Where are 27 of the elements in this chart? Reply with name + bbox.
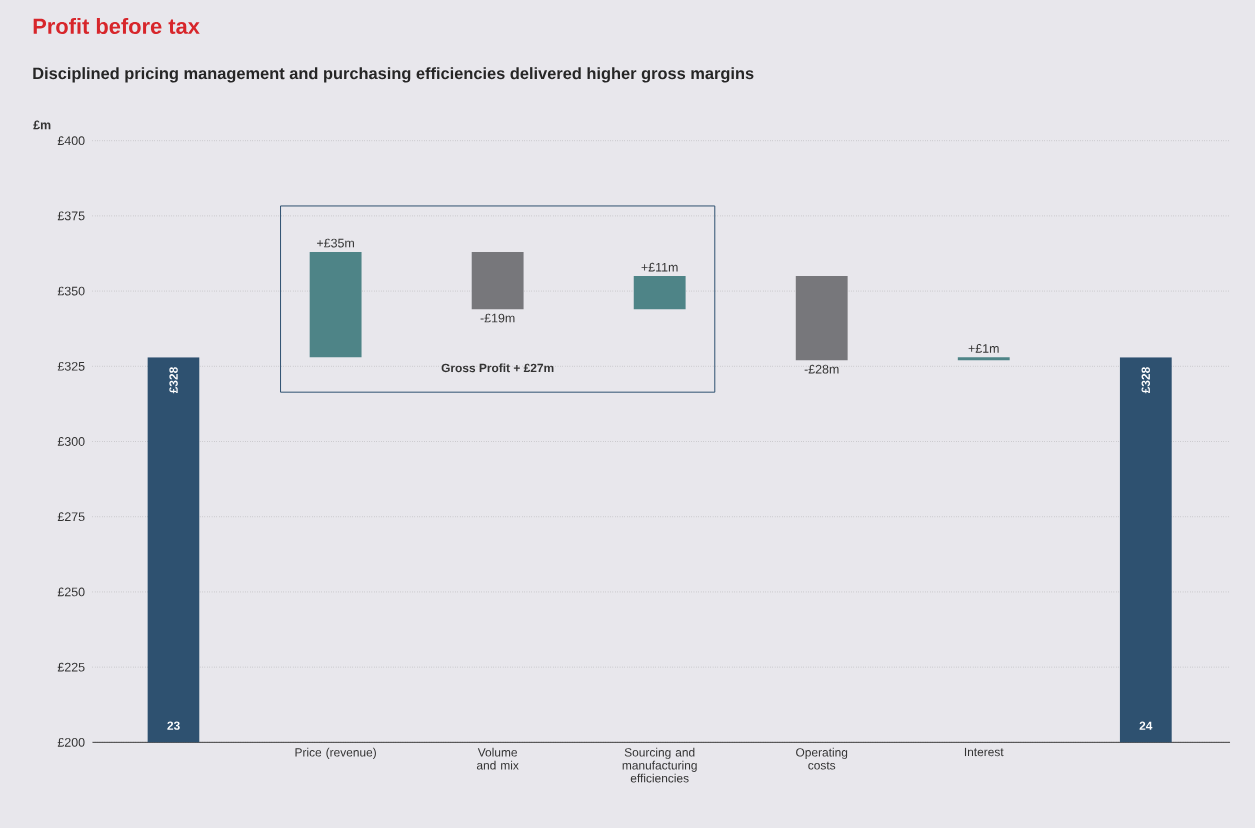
y-tick-label: £375 <box>57 211 85 221</box>
x-tick-label: Sourcing and manufacturing efficiencies <box>622 747 697 783</box>
x-tick-label: 24 <box>1139 721 1153 730</box>
data-label: +£1m <box>968 344 999 353</box>
x-tick-label: Interest <box>964 747 1004 757</box>
x-tick-label: 23 <box>167 721 180 730</box>
y-tick-label: £200 <box>57 737 85 747</box>
y-tick-label: £400 <box>57 136 85 145</box>
x-tick-label: Operating costs <box>796 747 848 770</box>
y-tick-label: £350 <box>57 286 85 296</box>
data-label: £328 <box>1141 367 1151 394</box>
y-axis-title: £m <box>33 120 51 130</box>
data-label: £328 <box>169 367 178 394</box>
y-tick-label: £300 <box>57 437 85 446</box>
data-label: -£28m <box>804 364 839 374</box>
data-label: -£19m <box>480 313 515 323</box>
chart-title: Profit before tax <box>33 17 200 34</box>
data-label: +£35m <box>317 238 354 248</box>
data-label: +£11m <box>641 262 678 272</box>
y-tick-label: £225 <box>57 662 85 672</box>
x-tick-label: Volume and mix <box>476 747 519 770</box>
chart-subtitle: Disciplined pricing management and purchasing efficiencies delivered higher gross margins <box>33 67 754 83</box>
y-tick-label: £325 <box>57 361 85 371</box>
annotation: Gross Profit + £27m <box>441 363 554 373</box>
y-tick-label: £275 <box>57 512 85 522</box>
x-tick-label: Price (revenue) <box>295 747 376 759</box>
y-tick-label: £250 <box>57 587 85 597</box>
